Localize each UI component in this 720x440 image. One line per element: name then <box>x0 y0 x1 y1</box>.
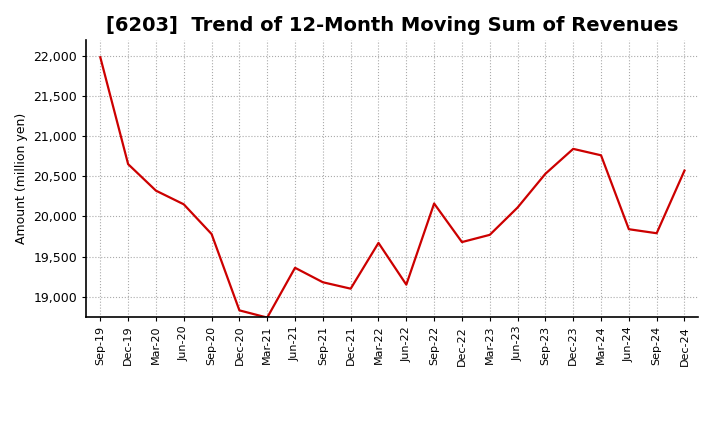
Title: [6203]  Trend of 12-Month Moving Sum of Revenues: [6203] Trend of 12-Month Moving Sum of R… <box>107 16 678 35</box>
Y-axis label: Amount (million yen): Amount (million yen) <box>15 113 28 244</box>
